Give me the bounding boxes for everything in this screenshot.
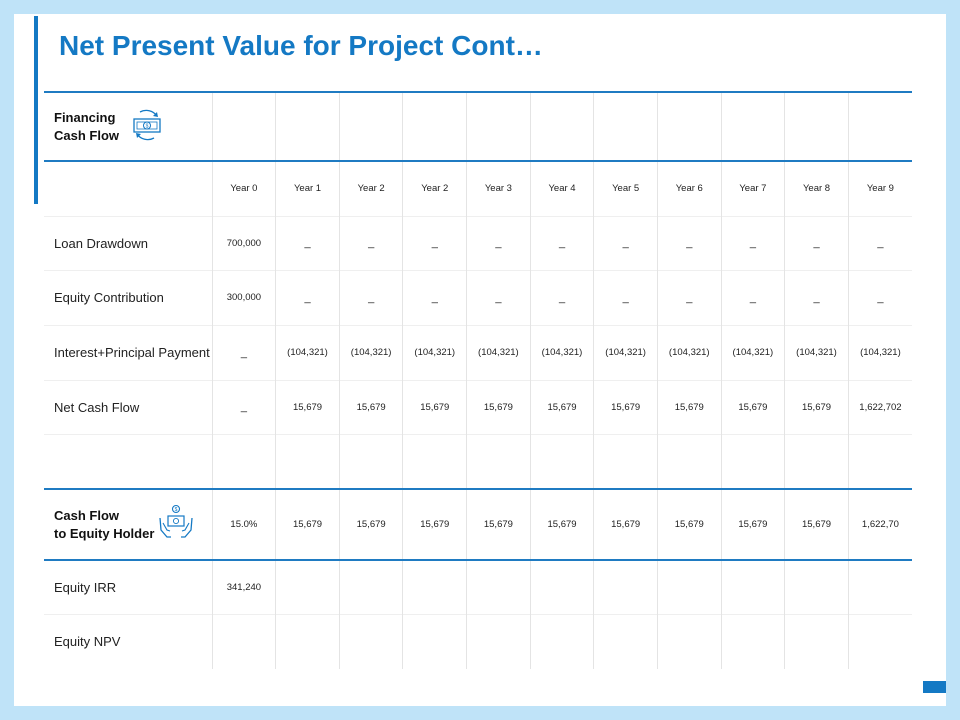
value-cell: (104,321) [656, 325, 722, 380]
value-cell: 15,679 [593, 380, 658, 434]
slide: Net Present Value for Project Cont… Fina… [14, 14, 946, 706]
corner-accent [923, 681, 946, 693]
equity-contribution-row: Equity Contribution 300,000 _ _ _ _ _ _ … [44, 270, 912, 325]
value-cell: (104,321) [466, 325, 531, 380]
value-cell: _ [720, 216, 785, 270]
value-cell: 15,679 [656, 489, 722, 560]
value-cell: _ [338, 270, 403, 325]
value-cell: 15,679 [593, 489, 658, 560]
year-cell: Year 7 [720, 161, 785, 216]
value-cell: 15.0% [211, 489, 276, 560]
row-label: Equity Contribution [54, 290, 164, 305]
value-cell: _ [784, 216, 849, 270]
year-cell: Year 3 [466, 161, 531, 216]
value-cell: 1,622,702 [847, 380, 912, 434]
value-cell: _ [211, 325, 276, 380]
row-label: Net Cash Flow [54, 399, 140, 415]
value-cell: 300,000 [211, 270, 276, 325]
value-cell: 15,679 [275, 380, 340, 434]
value-cell: _ [275, 270, 340, 325]
svg-text:$: $ [145, 124, 148, 130]
row-label: Equity IRR [54, 579, 117, 595]
equity-holder-label-cell: Cash Flow to Equity Holder $ [44, 489, 212, 560]
value-cell: _ [466, 216, 531, 270]
value-cell: (104,321) [338, 325, 403, 380]
value-cell: 15,679 [656, 380, 722, 434]
value-cell: 15,679 [529, 380, 594, 434]
value-cell: (104,321) [847, 325, 912, 380]
year-cell: Year 1 [275, 161, 340, 216]
equity-irr-row: Equity IRR 341,240 [44, 560, 912, 614]
value-cell: _ [593, 216, 658, 270]
value-cell: 15,679 [466, 380, 531, 434]
loan-drawdown-row: Loan Drawdown 700,000 _ _ _ _ _ _ _ _ _ … [44, 216, 912, 270]
year-cell: Year 8 [784, 161, 849, 216]
value-cell: (104,321) [593, 325, 658, 380]
value-cell: _ [784, 270, 849, 325]
value-cell: 15,679 [720, 489, 785, 560]
year-cell: Year 2 [402, 161, 467, 216]
value-cell: 341,240 [211, 560, 276, 614]
equity-holder-label: Cash Flow to Equity Holder [54, 507, 155, 541]
row-label: Loan Drawdown [54, 235, 148, 251]
page-title: Net Present Value for Project Cont… [59, 30, 543, 61]
financing-label-cell: Financing Cash Flow $ [44, 92, 212, 161]
value-cell: _ [847, 270, 912, 325]
value-cell: 700,000 [211, 216, 276, 270]
year-cell: Year 9 [847, 161, 912, 216]
value-cell: 15,679 [720, 380, 785, 434]
year-cell: Year 0 [211, 161, 276, 216]
value-cell: _ [402, 270, 467, 325]
row-label: Equity NPV [54, 634, 121, 650]
net-cash-flow-row: Net Cash Flow _ 15,679 15,679 15,679 15,… [44, 380, 912, 434]
value-cell: 15,679 [466, 489, 531, 560]
value-cell: _ [656, 216, 722, 270]
value-cell: _ [529, 270, 594, 325]
equity-npv-row: Equity NPV [44, 614, 912, 669]
value-cell: 15,679 [784, 380, 849, 434]
npv-table: Financing Cash Flow $ [44, 91, 912, 669]
value-cell: _ [593, 270, 658, 325]
value-cell: 15,679 [338, 380, 403, 434]
year-header-row: Year 0 Year 1 Year 2 Year 2 Year 3 Year … [44, 161, 912, 216]
year-header-empty [44, 161, 212, 216]
financing-header-row: Financing Cash Flow $ [44, 92, 912, 161]
financing-label: Financing Cash Flow [54, 109, 120, 143]
value-cell: 15,679 [784, 489, 849, 560]
value-cell: (104,321) [275, 325, 340, 380]
value-cell: 15,679 [338, 489, 403, 560]
value-cell: 15,679 [402, 380, 467, 434]
year-cell: Year 6 [656, 161, 722, 216]
value-cell: _ [402, 216, 467, 270]
value-cell: _ [656, 270, 722, 325]
value-cell: _ [847, 216, 912, 270]
year-cell: Year 4 [529, 161, 594, 216]
interest-principal-row: Interest+Principal Payment _ (104,321) (… [44, 325, 912, 380]
value-cell: _ [211, 380, 276, 434]
accent-bar [34, 16, 38, 204]
svg-text:$: $ [175, 507, 178, 513]
value-cell: 15,679 [275, 489, 340, 560]
value-cell: (104,321) [720, 325, 785, 380]
row-label: Interest+Principal Payment [54, 345, 210, 360]
value-cell: _ [529, 216, 594, 270]
value-cell: (104,321) [402, 325, 467, 380]
equity-holder-row: Cash Flow to Equity Holder $ 15.0% [44, 489, 912, 560]
spacer-row [44, 434, 912, 489]
value-cell: 15,679 [402, 489, 467, 560]
money-bill-icon: $ [131, 108, 163, 145]
value-cell: (104,321) [529, 325, 594, 380]
value-cell: _ [338, 216, 403, 270]
value-cell: _ [720, 270, 785, 325]
hands-money-icon: $ [158, 504, 194, 545]
value-cell: _ [466, 270, 531, 325]
value-cell: 1,622,70 [847, 489, 912, 560]
year-cell: Year 2 [338, 161, 403, 216]
value-cell: 15,679 [529, 489, 594, 560]
value-cell: (104,321) [784, 325, 849, 380]
value-cell: _ [275, 216, 340, 270]
year-cell: Year 5 [593, 161, 658, 216]
